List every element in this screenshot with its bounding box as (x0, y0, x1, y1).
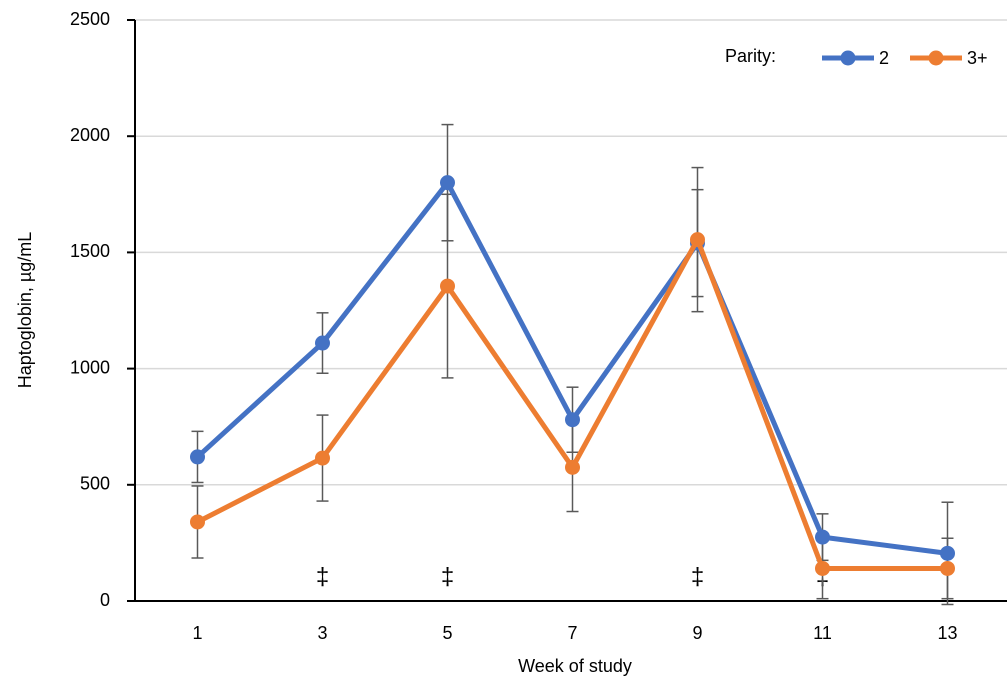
point (440, 175, 455, 191)
y-tick-label: 2500 (70, 9, 110, 29)
y-axis-label: Haptoglobin, µg/mL (15, 232, 35, 388)
point (190, 514, 205, 530)
x-tick-label: 11 (813, 623, 832, 643)
point (940, 560, 955, 576)
x-axis-label: Week of study (518, 656, 632, 676)
annotation: ‡ (441, 563, 454, 590)
point (690, 232, 705, 248)
point (565, 459, 580, 475)
point (815, 560, 830, 576)
legend-label: 2 (879, 48, 889, 68)
point (315, 450, 330, 466)
y-tick-label: 500 (80, 474, 110, 494)
x-tick-label: 5 (442, 623, 452, 643)
y-tick-label: 2000 (70, 125, 110, 145)
y-tick-label: 1500 (70, 241, 110, 261)
y-tick-label: 1000 (70, 357, 110, 377)
x-tick-label: 13 (937, 623, 957, 643)
legend-marker (840, 50, 856, 66)
x-tick-label: 3 (317, 623, 327, 643)
point (315, 335, 330, 351)
point (190, 449, 205, 465)
annotation: ‡ (316, 563, 329, 590)
point (440, 278, 455, 294)
legend-label: 3+ (967, 48, 988, 68)
y-tick-label: 0 (100, 590, 110, 610)
x-tick-label: 7 (567, 623, 577, 643)
legend-title: Parity: (725, 46, 776, 66)
annotation: ‡ (691, 563, 704, 590)
x-tick-label: 1 (192, 623, 202, 643)
x-tick-label: 9 (692, 623, 702, 643)
legend-marker (928, 50, 944, 66)
point (940, 545, 955, 561)
point (565, 412, 580, 428)
point (815, 529, 830, 545)
